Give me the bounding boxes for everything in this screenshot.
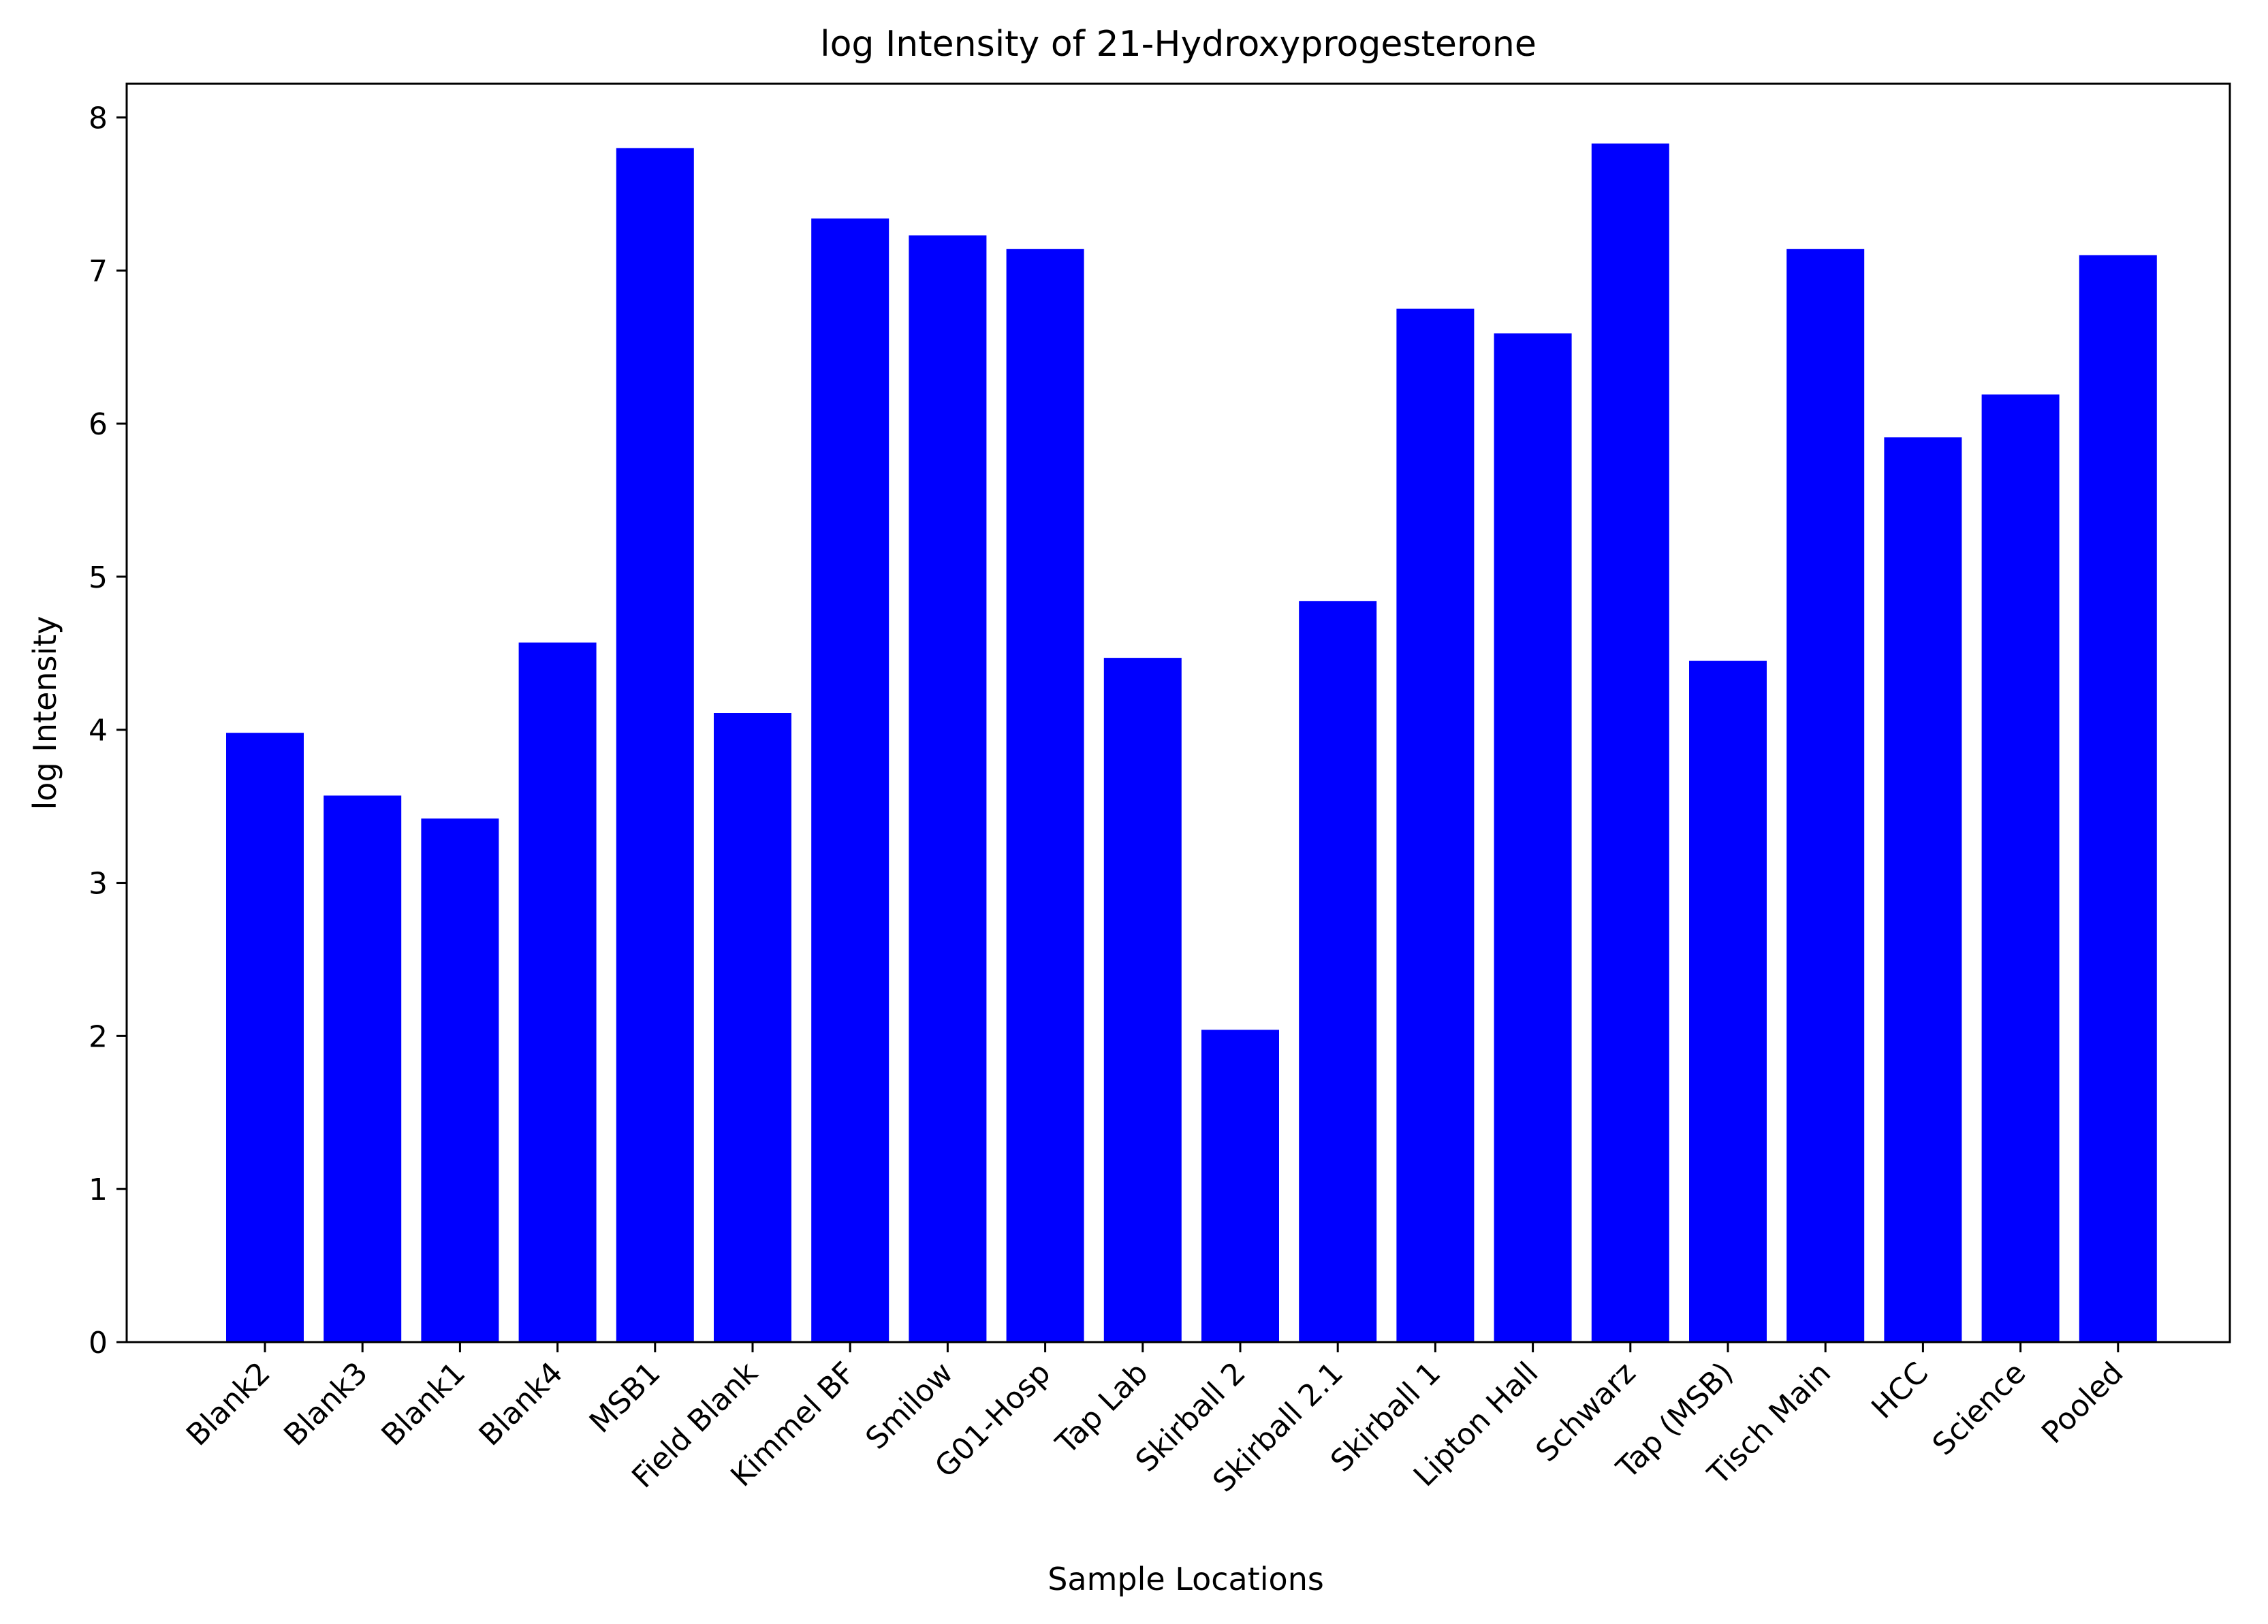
bar	[1494, 333, 1572, 1342]
y-tick-label: 3	[89, 867, 108, 902]
bar	[616, 148, 694, 1342]
bar	[1981, 394, 2060, 1342]
y-tick-label: 4	[89, 714, 108, 748]
bar	[1006, 249, 1084, 1342]
bar	[226, 733, 304, 1342]
bar	[811, 218, 889, 1342]
bars-layer	[226, 143, 2157, 1343]
plot-frame	[125, 82, 2231, 1343]
bar	[1884, 437, 1962, 1342]
bar	[2079, 255, 2157, 1342]
bar	[324, 795, 402, 1342]
bar	[1396, 308, 1475, 1342]
y-tick-label: 7	[89, 254, 108, 289]
bar	[1103, 658, 1182, 1342]
bar	[714, 713, 791, 1342]
chart-title: log Intensity of 21-Hydroxyprogesterone	[820, 24, 1537, 65]
y-tick-label: 5	[89, 560, 108, 595]
y-tick-label: 0	[89, 1326, 108, 1360]
y-tick-label: 2	[89, 1019, 108, 1054]
y-ticks-layer: 0 1 2 3 4 5 6 7 8	[89, 101, 127, 1360]
x-axis-label: Sample Locations	[1048, 1561, 1324, 1597]
bar	[421, 818, 499, 1342]
bar	[518, 642, 597, 1342]
y-tick-label: 1	[89, 1173, 108, 1207]
bar	[1591, 143, 1669, 1343]
bar	[1689, 660, 1767, 1342]
bar	[1201, 1030, 1279, 1342]
y-tick-label: 8	[89, 101, 108, 136]
bar	[1786, 249, 1865, 1342]
bar	[1299, 601, 1377, 1342]
y-axis-label: log Intensity	[27, 616, 63, 810]
bar	[909, 235, 987, 1343]
y-tick-label: 6	[89, 407, 108, 442]
